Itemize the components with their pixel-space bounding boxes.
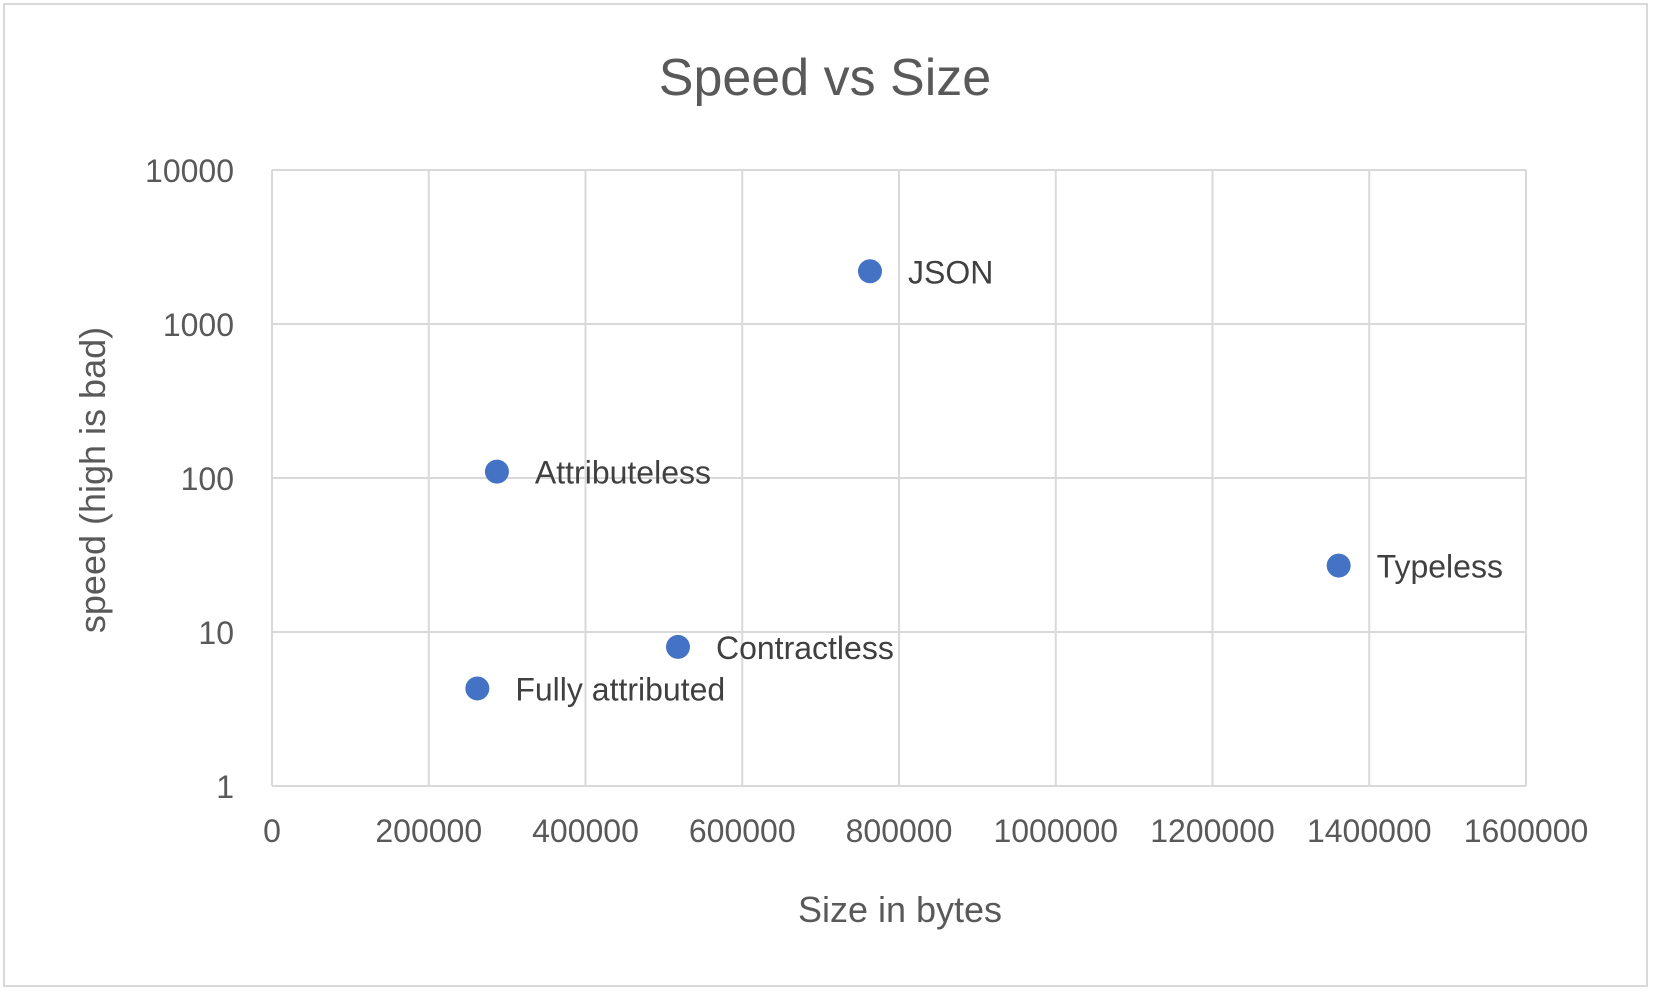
x-tick-label: 1600000 <box>1464 813 1589 849</box>
y-tick-label: 10000 <box>145 153 234 189</box>
y-axis-title: speed (high is bad) <box>72 327 113 633</box>
data-label: Typeless <box>1377 549 1503 585</box>
data-label: Attributeless <box>535 455 711 491</box>
y-tick-label: 100 <box>181 461 234 497</box>
chart-title: Speed vs Size <box>659 49 991 107</box>
data-label: Contractless <box>716 630 894 666</box>
data-point <box>858 259 883 284</box>
data-points <box>465 259 1351 701</box>
data-point <box>484 459 509 484</box>
data-labels: JSON Attributeless Typeless Contractless Ful… <box>515 254 1503 707</box>
x-tick-label: 1400000 <box>1307 813 1432 849</box>
data-label: JSON <box>908 254 993 290</box>
x-tick-label: 1200000 <box>1150 813 1275 849</box>
y-tick-label: 1000 <box>163 307 234 343</box>
x-tick-label: 600000 <box>689 813 796 849</box>
y-tick-label: 10 <box>198 615 234 651</box>
data-point <box>465 676 490 701</box>
grid-lines <box>271 169 1527 787</box>
y-axis-tick-labels: 1 10 100 1000 10000 <box>145 153 234 805</box>
data-point <box>665 634 690 659</box>
x-axis-tick-labels: 0 200000 400000 600000 800000 1000000 1200000 1… <box>263 813 1588 849</box>
data-label: Fully attributed <box>515 671 725 707</box>
y-tick-label: 1 <box>216 769 234 805</box>
x-tick-label: 200000 <box>375 813 482 849</box>
x-axis-title: Size in bytes <box>798 889 1002 930</box>
x-tick-label: 1000000 <box>993 813 1118 849</box>
x-tick-label: 400000 <box>532 813 639 849</box>
chart-frame <box>3 3 1648 987</box>
x-tick-label: 800000 <box>846 813 953 849</box>
x-tick-label: 0 <box>263 813 281 849</box>
data-point <box>1326 553 1351 578</box>
